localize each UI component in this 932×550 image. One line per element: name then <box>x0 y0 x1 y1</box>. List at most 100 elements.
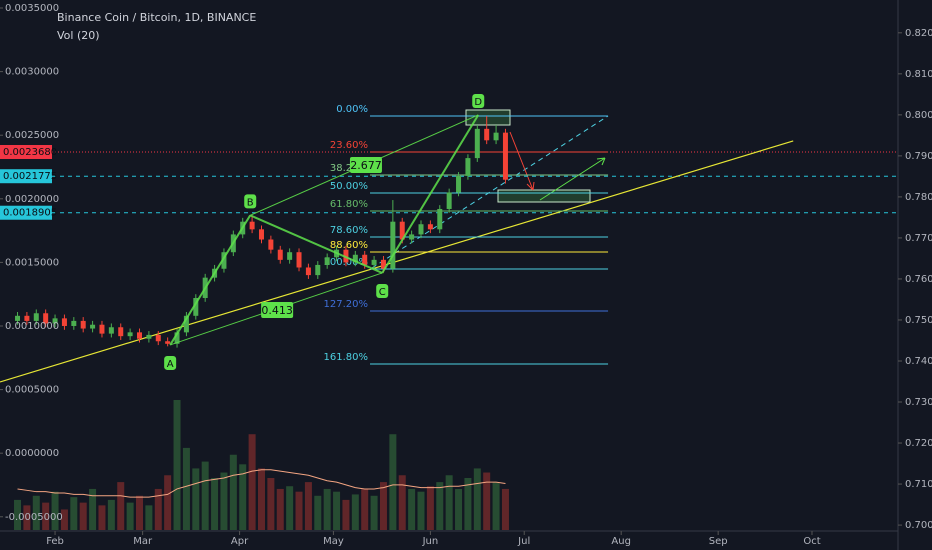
candle-body <box>305 267 311 276</box>
volume-bar <box>23 505 31 530</box>
volume-bar <box>445 475 453 530</box>
volume-bar <box>417 491 425 530</box>
volume-bar <box>164 475 172 530</box>
ratio-box <box>261 301 294 318</box>
volume-bar <box>370 495 378 530</box>
volume-bar <box>79 502 87 530</box>
volume-bar <box>98 505 106 530</box>
candle-body <box>193 298 199 316</box>
volume-bar <box>286 486 294 530</box>
volume-bar <box>323 488 331 530</box>
fib-label: 78.60% <box>330 225 368 236</box>
x-tick-label: Jun <box>422 536 439 547</box>
candle-body <box>249 221 255 230</box>
x-tick-label: Oct <box>803 536 820 547</box>
volume-bar <box>492 482 500 530</box>
candle-body <box>71 320 77 326</box>
volume-bar <box>89 488 97 530</box>
candle-body <box>456 175 462 193</box>
candle-body <box>90 324 96 329</box>
data-layer: 0.00% 23.60% 38.20% 50.00% 61.80% 78.60% 88.60… <box>0 93 898 530</box>
volume-bar <box>436 482 444 530</box>
ratio-label: 2.677 <box>350 159 382 172</box>
fib-label: 61.80% <box>330 199 368 210</box>
candle-body <box>183 315 189 333</box>
candle-body <box>465 158 471 176</box>
pattern-leg <box>169 214 252 346</box>
candle-body <box>258 229 264 240</box>
volume-bar <box>464 478 472 530</box>
x-tick-label: Feb <box>46 536 64 547</box>
volume-bar <box>32 495 40 530</box>
candle-body <box>174 332 180 344</box>
candle-body <box>277 249 283 260</box>
volume-bar <box>314 495 322 530</box>
candle-body <box>146 334 152 339</box>
candle-body <box>371 259 377 265</box>
candle-body <box>127 332 133 337</box>
pattern-point-box <box>376 283 389 298</box>
candle-body <box>137 332 143 339</box>
volume-bar <box>408 488 416 530</box>
candle-body <box>446 192 452 209</box>
candle-body <box>427 224 433 230</box>
top-box <box>465 109 511 126</box>
volume-bar <box>304 482 312 530</box>
volume-bar <box>248 434 256 530</box>
fib-label: 23.60% <box>330 140 368 151</box>
down-arrow <box>509 131 535 191</box>
volume-bar <box>70 497 78 530</box>
volume-ma-line <box>17 469 506 498</box>
price-tag-label: 0.0021775 <box>3 171 57 182</box>
pattern-point-box <box>164 355 177 370</box>
candle-body <box>15 315 21 321</box>
candle-body <box>80 320 86 329</box>
y-tick-label: 0.0030000 <box>5 67 59 78</box>
candle-body <box>99 324 105 334</box>
x-tick-label: Mar <box>133 536 153 547</box>
volume-bar <box>501 488 509 530</box>
y-tick-label: 0.0005000 <box>5 385 59 396</box>
candle-body <box>61 318 67 326</box>
y-tick-label: -0.0005000 <box>5 512 63 523</box>
volume-bar <box>473 468 481 530</box>
fib-label: 127.20% <box>324 299 369 310</box>
candle-body <box>155 334 161 342</box>
fib-label: 0.00% <box>336 104 368 115</box>
y-tick-label: 0.0015000 <box>5 257 59 268</box>
volume-bar <box>276 488 284 530</box>
volume-bar <box>126 502 134 530</box>
candle-body <box>108 327 114 334</box>
volume-bar <box>117 482 125 530</box>
candle-body <box>165 341 171 344</box>
volume-bar <box>229 454 237 530</box>
volume-bar <box>455 488 463 530</box>
volume-bar <box>398 475 406 530</box>
price-tag <box>0 144 52 159</box>
candle-body <box>474 128 480 159</box>
candle-body <box>324 257 330 265</box>
candle-body <box>118 327 124 337</box>
candle-body <box>221 252 227 269</box>
candle-body <box>362 254 368 265</box>
fib-label: 50.00% <box>330 181 368 192</box>
pattern-leg <box>249 214 383 274</box>
volume-bar <box>333 491 341 530</box>
candle-body <box>484 128 490 141</box>
y-tick-label: 0.0020000 <box>5 194 59 205</box>
volume-bar <box>154 488 162 530</box>
volume-bar <box>267 478 275 530</box>
pattern-point-box <box>244 194 257 209</box>
volume-bar <box>60 509 68 530</box>
ratio-label: 0.413 <box>261 304 293 317</box>
